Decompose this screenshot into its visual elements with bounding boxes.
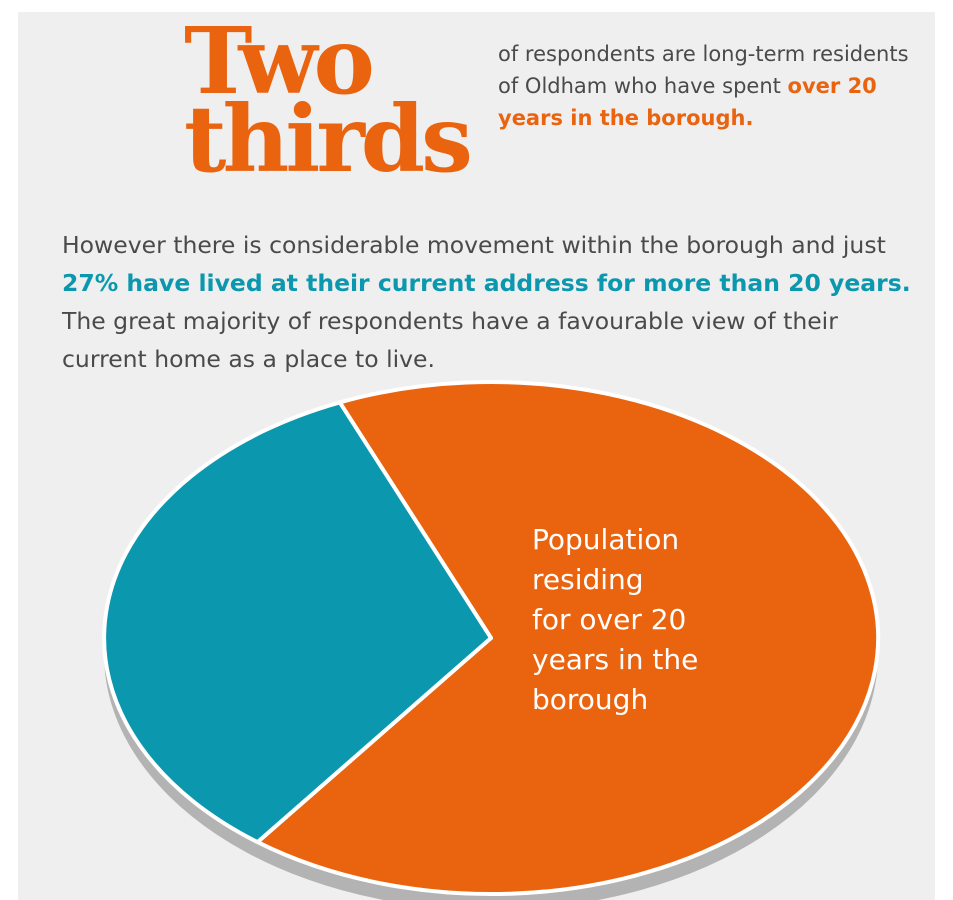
- headline: Two thirds: [184, 12, 473, 193]
- intro-text: of respondents are long-term residents o…: [498, 38, 918, 134]
- headline-line2: thirds: [184, 85, 473, 193]
- infographic-panel: Two thirds of respondents are long-term …: [18, 12, 935, 900]
- body-text-plain: However there is considerable movement w…: [62, 231, 886, 259]
- slice-label-1: Population residing for over 20 years in th…: [532, 523, 698, 716]
- body-text-highlight: 27% have lived at their current address …: [62, 269, 911, 297]
- headline-line1: Two: [184, 12, 375, 115]
- pie-slice-1: [255, 380, 881, 896]
- intro-text-highlight: over 20 years in the borough.: [498, 74, 877, 130]
- pie-slice-2: [102, 400, 493, 845]
- body-text-rest: The great majority of respondents have a…: [62, 307, 838, 373]
- pie-chart: Population residing for over 20 years in th…: [102, 380, 881, 900]
- body-paragraph: However there is considerable movement w…: [62, 226, 922, 378]
- intro-text-plain: of respondents are long-term residents o…: [498, 42, 909, 98]
